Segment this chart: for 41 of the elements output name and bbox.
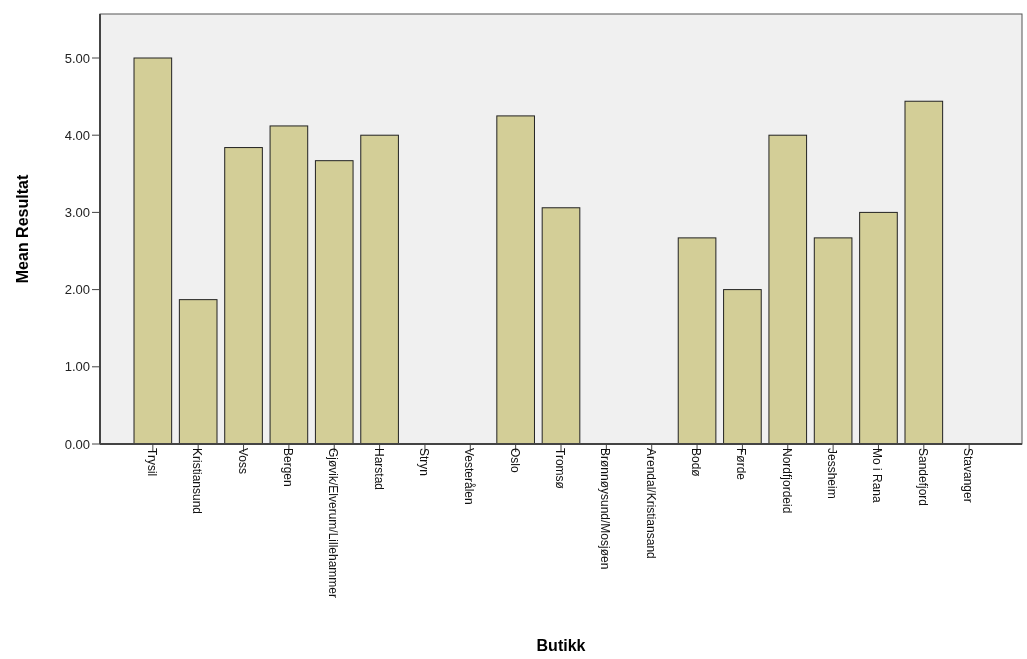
bar: [541, 207, 581, 445]
y-tick-label: 3.00: [64, 204, 90, 220]
y-tick-label: 0.00: [64, 436, 90, 452]
y-axis-title: Mean Resultat: [14, 174, 31, 284]
bar: [269, 125, 309, 445]
x-tick-label: Stavanger: [961, 448, 976, 503]
y-tick-label: 4.00: [64, 127, 90, 143]
x-tick-label: Brønnøysund/Mosjøen: [598, 448, 613, 570]
x-tick-label: Sandefjord: [915, 448, 930, 507]
x-tick-label: Kristiansund: [190, 448, 205, 515]
x-tick-label: Nordfjordeid: [779, 448, 794, 514]
x-tick-label: Gjøvik/Elverum/Lillehammer: [326, 448, 341, 599]
x-tick-label: Oslo: [507, 448, 522, 473]
x-tick-label: Mo i Rana: [870, 448, 885, 504]
x-tick-label: Arendal/Kristiansand: [643, 448, 658, 559]
bar: [224, 147, 263, 445]
y-tick-label: 2.00: [64, 282, 90, 298]
x-tick-label: Tromsø: [553, 448, 567, 490]
bar: [178, 299, 218, 445]
x-axis-title: Butikk: [536, 637, 586, 654]
x-tick-label: Førde: [734, 448, 749, 481]
bar: [314, 160, 354, 445]
bar: [859, 211, 898, 445]
x-tick-label: Jessheim: [825, 448, 840, 499]
x-tick-label: Vesterålen: [462, 448, 477, 505]
y-tick-label: 5.00: [64, 50, 90, 66]
bar: [813, 237, 853, 445]
bar: [133, 57, 173, 445]
y-tick-label: 1.00: [64, 359, 90, 375]
bar: [723, 289, 762, 445]
bar: [768, 134, 808, 445]
x-tick-label: Harstad: [371, 448, 386, 491]
x-tick-label: Bergen: [280, 448, 295, 487]
x-tick-label: Voss: [235, 448, 250, 475]
bar: [677, 237, 717, 445]
bar: [904, 100, 944, 445]
x-tick-label: Trysil: [144, 448, 159, 477]
bar: [496, 115, 535, 445]
bar: [360, 134, 399, 445]
x-tick-label: Stryn: [416, 448, 431, 477]
x-tick-label: Bodø: [689, 448, 704, 478]
